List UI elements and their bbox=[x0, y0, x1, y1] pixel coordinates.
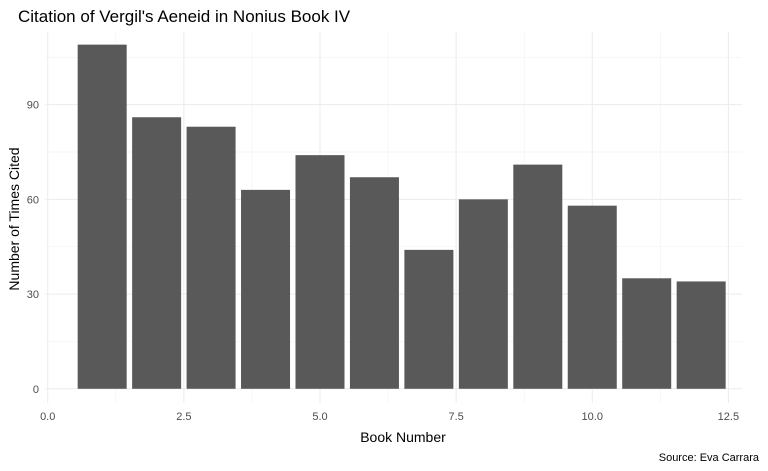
bar bbox=[622, 278, 672, 389]
x-tick-label: 10.0 bbox=[582, 411, 603, 423]
bar bbox=[186, 126, 236, 389]
x-tick-label: 5.0 bbox=[312, 411, 327, 423]
y-tick-label: 90 bbox=[27, 100, 39, 112]
y-tick-label: 30 bbox=[27, 289, 39, 301]
bar bbox=[513, 164, 563, 389]
bar bbox=[567, 205, 617, 389]
bars bbox=[77, 44, 726, 389]
bar bbox=[295, 155, 345, 389]
bar bbox=[132, 117, 182, 389]
bar bbox=[349, 177, 399, 389]
x-axis-title: Book Number bbox=[360, 429, 446, 445]
bar bbox=[77, 44, 127, 389]
y-axis-title: Number of Times Cited bbox=[6, 147, 22, 290]
chart-title: Citation of Vergil's Aeneid in Nonius Bo… bbox=[18, 7, 351, 26]
chart-caption: Source: Eva Carrara bbox=[659, 452, 760, 464]
x-tick-label: 2.5 bbox=[176, 411, 191, 423]
bar bbox=[458, 199, 508, 389]
x-tick-label: 0.0 bbox=[40, 411, 55, 423]
bar bbox=[676, 281, 726, 389]
bar bbox=[241, 189, 291, 389]
y-axis-ticks: 0 30 60 90 bbox=[27, 100, 39, 396]
y-tick-label: 0 bbox=[33, 384, 39, 396]
y-tick-label: 60 bbox=[27, 194, 39, 206]
x-tick-label: 12.5 bbox=[718, 411, 739, 423]
x-axis-ticks: 0.0 2.5 5.0 7.5 10.0 12.5 bbox=[40, 411, 739, 423]
x-tick-label: 7.5 bbox=[448, 411, 463, 423]
bar bbox=[404, 249, 454, 389]
